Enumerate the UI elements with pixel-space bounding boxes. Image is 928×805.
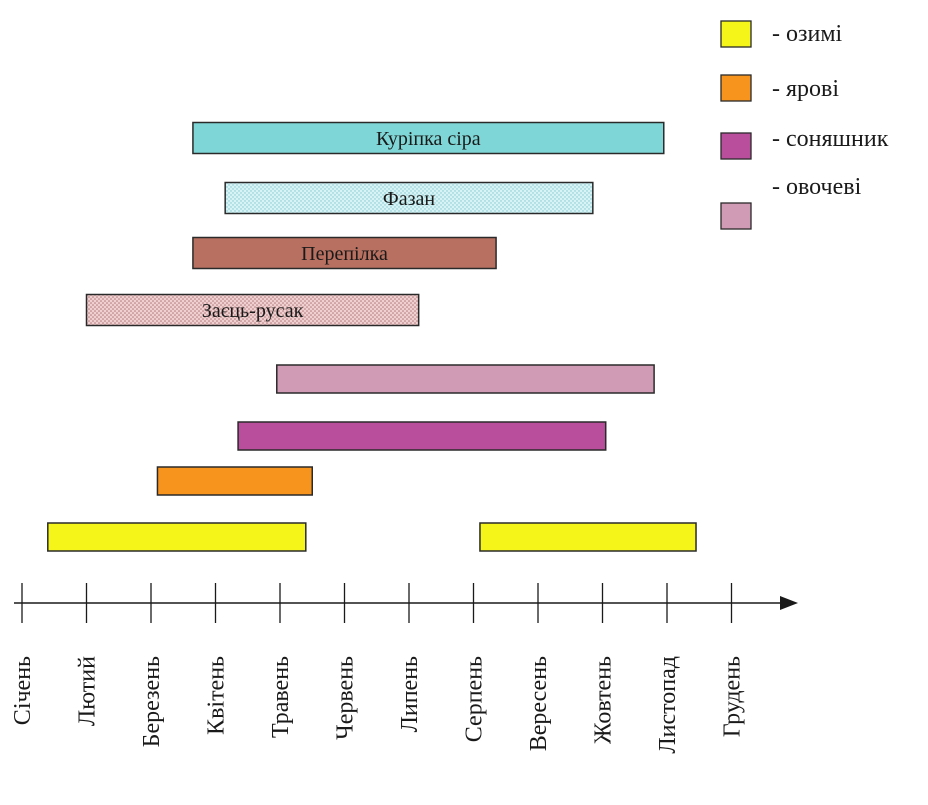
legend-label: - соняшник xyxy=(772,126,889,152)
crop-bar-соняшник xyxy=(237,421,607,451)
month-label: Грудень xyxy=(720,656,746,737)
crop-bar-озимі xyxy=(47,522,307,552)
species-bar-перепілка xyxy=(192,236,497,270)
crop-bar-озимі xyxy=(479,522,697,552)
legend-swatch-ярові xyxy=(720,74,752,102)
month-label: Березень xyxy=(139,656,165,747)
legend-label: - озимі xyxy=(772,21,843,47)
legend: - озимі - ярові - соняшник - овочеві xyxy=(720,20,889,230)
crop-bar-ярові xyxy=(156,466,313,496)
species-bars: Куріпка сіра Фазан Перепілка Заєць-русак xyxy=(85,121,665,327)
species-bar-заєць-русак xyxy=(85,293,420,327)
species-label: Куріпка сіра xyxy=(376,128,481,150)
month-label: Лютий xyxy=(75,656,101,726)
month-label: Квітень xyxy=(204,656,230,735)
legend-swatch-соняшник xyxy=(720,132,752,160)
species-label: Заєць-русак xyxy=(202,300,304,322)
species-bar-куріпка-сіра xyxy=(192,121,665,155)
crop-bars xyxy=(47,364,697,552)
legend-swatch-овочеві xyxy=(720,202,752,230)
month-label: Травень xyxy=(268,656,294,738)
month-label: Січень xyxy=(10,656,36,725)
month-label: Вересень xyxy=(526,656,552,751)
month-label: Серпень xyxy=(462,656,488,742)
month-label: Листопад xyxy=(655,656,681,754)
crop-bar-овочеві xyxy=(276,364,655,394)
legend-label: - ярові xyxy=(772,76,839,102)
month-label: Жовтень xyxy=(591,656,617,744)
month-label: Липень xyxy=(397,656,423,732)
month-axis: Січень Лютий Березень Квітень Травень Червень… xyxy=(10,583,798,754)
species-label: Перепілка xyxy=(301,243,388,265)
legend-label: - овочеві xyxy=(772,174,862,200)
axis-arrowhead xyxy=(780,596,798,610)
month-label: Червень xyxy=(333,656,359,740)
species-bar-фазан xyxy=(224,181,594,215)
legend-swatch-озимі xyxy=(720,20,752,48)
species-label: Фазан xyxy=(383,188,435,210)
